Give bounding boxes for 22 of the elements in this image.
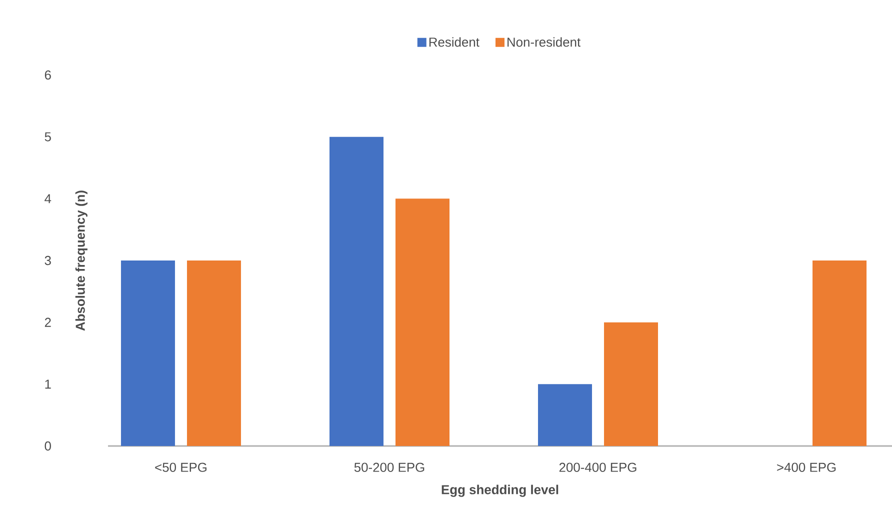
y-tick-label: 3	[44, 256, 51, 266]
x-tick-label: 200-400 EPG	[559, 462, 636, 472]
y-tick-label: 1	[45, 380, 51, 389]
legend-label: Non-resident	[508, 37, 581, 47]
bar	[120, 260, 175, 446]
x-axis-title: Egg shedding level	[442, 484, 558, 497]
bar	[604, 322, 658, 446]
x-tick-label: <50 EPG	[155, 462, 206, 472]
bar	[395, 198, 450, 446]
y-tick-label: 0	[44, 441, 51, 451]
x-tick-label: >400 EPG	[777, 462, 836, 472]
y-tick-label: 5	[44, 132, 51, 142]
bar	[186, 260, 241, 446]
bar	[538, 384, 592, 446]
y-tick-label: 6	[44, 70, 51, 80]
y-tick-label: 4	[44, 194, 52, 204]
bar	[329, 136, 384, 446]
bar	[812, 260, 867, 446]
legend-label: Resident	[429, 37, 480, 47]
y-tick-label: 2	[44, 318, 51, 327]
x-tick-label: 50-200 EPG	[354, 462, 424, 472]
y-axis-title: Absolute frequency (n)	[75, 190, 88, 331]
